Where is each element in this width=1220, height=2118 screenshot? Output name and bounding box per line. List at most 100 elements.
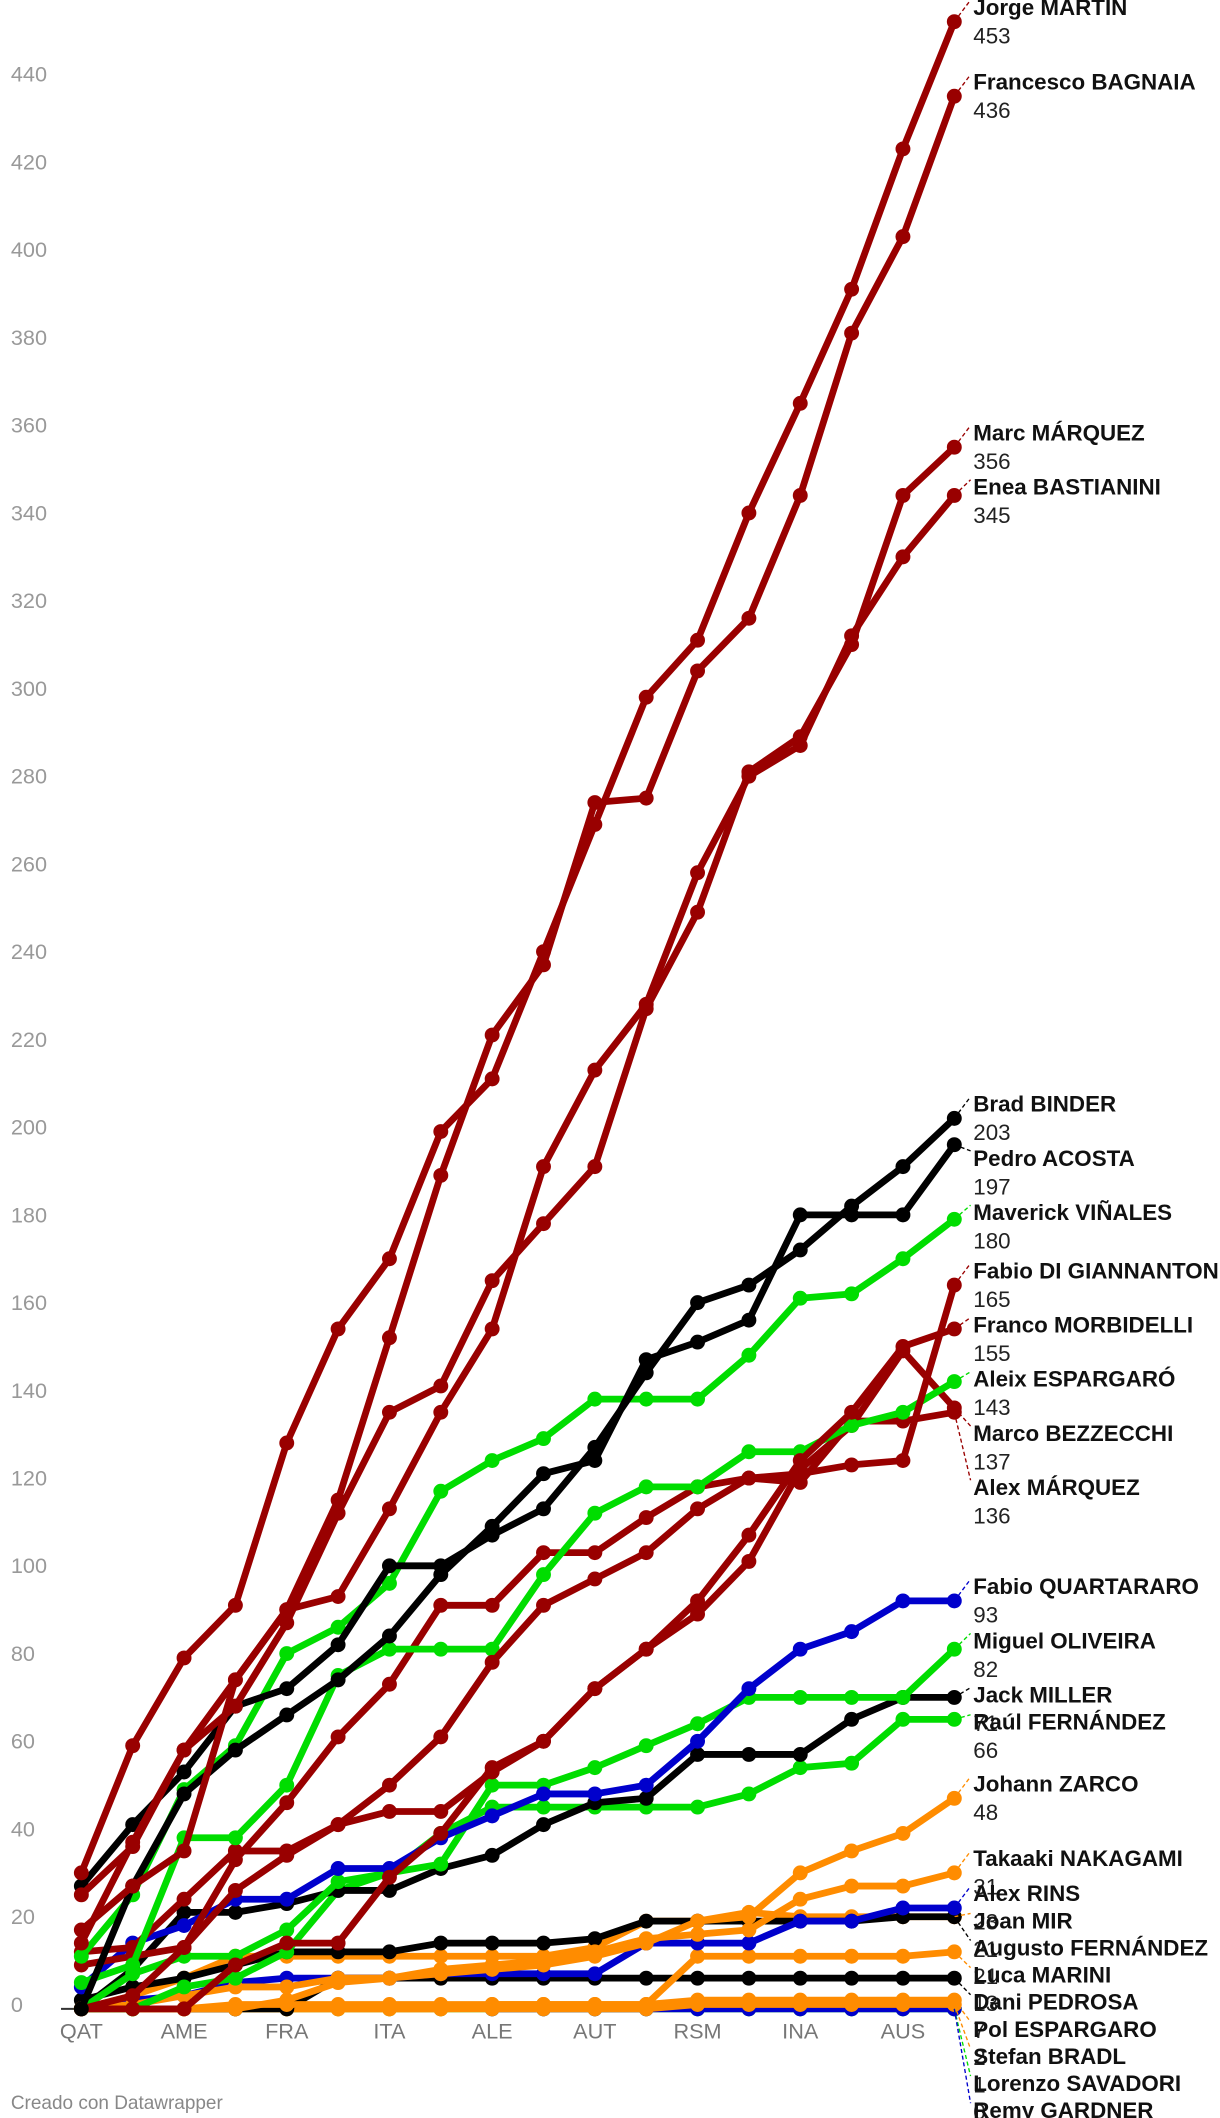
series-point <box>536 1597 551 1613</box>
series-point <box>279 1935 295 1951</box>
series-point <box>895 1689 911 1705</box>
x-tick-label: INA <box>782 2018 819 2043</box>
series-value-label: 66 <box>973 1738 998 1763</box>
series-label: Augusto FERNÁNDEZ <box>973 1935 1208 1960</box>
series-point <box>279 1646 295 1662</box>
series-point <box>587 817 603 832</box>
series-point <box>587 1681 603 1697</box>
series-line <box>80 1378 957 1986</box>
series-point <box>741 1992 757 2008</box>
series-value-label: 143 <box>973 1395 1010 1420</box>
series-point <box>330 1935 346 1951</box>
series-point <box>895 1404 911 1420</box>
series-point <box>741 1746 757 1762</box>
series-point <box>536 1817 551 1833</box>
label-leader <box>954 1912 971 1918</box>
series-point <box>690 1746 706 1762</box>
y-tick-label: 60 <box>11 1729 35 1754</box>
series-point <box>433 1378 449 1394</box>
series-label: Franco MORBIDELLI <box>973 1313 1193 1338</box>
series-point <box>741 1470 757 1486</box>
series-point <box>176 1742 192 1758</box>
series-point <box>279 1777 295 1793</box>
y-tick-label: 380 <box>11 325 47 350</box>
series-point <box>792 1865 808 1881</box>
label-leader <box>953 2004 972 2050</box>
series-value-label: 197 <box>973 1174 1010 1199</box>
series-point <box>690 663 706 679</box>
series-point <box>176 1891 192 1907</box>
series-point <box>433 1597 449 1613</box>
series-point <box>279 1795 295 1811</box>
series-point <box>433 1729 449 1745</box>
series-point <box>690 865 706 881</box>
series-point <box>587 1439 603 1455</box>
series-label: Dani PEDROSA <box>973 1990 1138 2015</box>
series-point <box>895 1453 911 1468</box>
series-point <box>484 1654 500 1670</box>
label-leader <box>953 1317 971 1330</box>
series-point <box>895 1948 911 1964</box>
y-tick-label: 80 <box>11 1641 35 1666</box>
y-tick-label: 100 <box>11 1553 47 1578</box>
series-label: Raúl FERNÁNDEZ <box>973 1710 1166 1735</box>
y-tick-label: 40 <box>11 1816 35 1841</box>
series-point <box>638 1997 654 2012</box>
series-point <box>741 1909 757 1925</box>
series-point <box>433 1856 449 1872</box>
series-label: Remy GARDNER <box>973 2098 1153 2118</box>
series-point <box>484 1808 500 1824</box>
y-tick-label: 280 <box>11 764 47 789</box>
series-point <box>690 632 706 648</box>
series-point <box>176 1650 192 1666</box>
series-value-label: 23 <box>973 1910 998 1935</box>
series-point <box>227 1904 243 1920</box>
series-point <box>844 325 860 341</box>
series-point <box>587 1786 603 1802</box>
series-point <box>895 1711 911 1727</box>
series-point <box>792 1641 808 1657</box>
series-point <box>741 1444 757 1460</box>
series-line <box>78 1142 958 2011</box>
label-leader <box>953 1262 972 1286</box>
series-point <box>741 1553 757 1569</box>
series-point <box>792 1453 808 1468</box>
series-point <box>381 1869 397 1885</box>
series-value-label: 1 <box>973 2072 985 2097</box>
series-point <box>792 1207 808 1223</box>
series-line <box>79 95 958 1898</box>
series-point <box>381 1944 397 1960</box>
series-point <box>536 1545 551 1561</box>
series-point <box>690 1733 706 1749</box>
series-point <box>587 1760 603 1776</box>
label-leader <box>954 1144 971 1152</box>
series-point <box>227 1597 243 1613</box>
series-point <box>330 1975 346 1991</box>
series-point <box>330 1874 346 1890</box>
x-tick-label: FRA <box>265 2018 309 2043</box>
series-value-label: 93 <box>973 1603 998 1628</box>
series-point <box>227 1882 243 1898</box>
y-tick-label: 160 <box>11 1290 47 1315</box>
series-point <box>484 1777 500 1793</box>
series-point <box>484 1935 500 1951</box>
series-label: Joan MIR <box>973 1908 1072 1933</box>
series-line <box>78 20 958 1875</box>
label-leader <box>953 479 972 496</box>
series-point <box>638 1970 654 1986</box>
series-value-label: 21 <box>973 1964 998 1989</box>
series-point <box>176 1843 192 1859</box>
series-point <box>125 1817 141 1833</box>
series-point <box>125 1839 141 1855</box>
series-point <box>690 1799 706 1815</box>
series-line <box>78 1216 957 1959</box>
series-point <box>330 1672 346 1688</box>
series-value-label: 2 <box>973 2045 985 2070</box>
series-point <box>330 1637 346 1653</box>
series-point <box>792 1746 808 1762</box>
series-point <box>330 1589 346 1604</box>
series-label: Stefan BRADL <box>973 2044 1126 2069</box>
series-line <box>79 1646 957 2012</box>
series-point <box>279 1891 295 1907</box>
